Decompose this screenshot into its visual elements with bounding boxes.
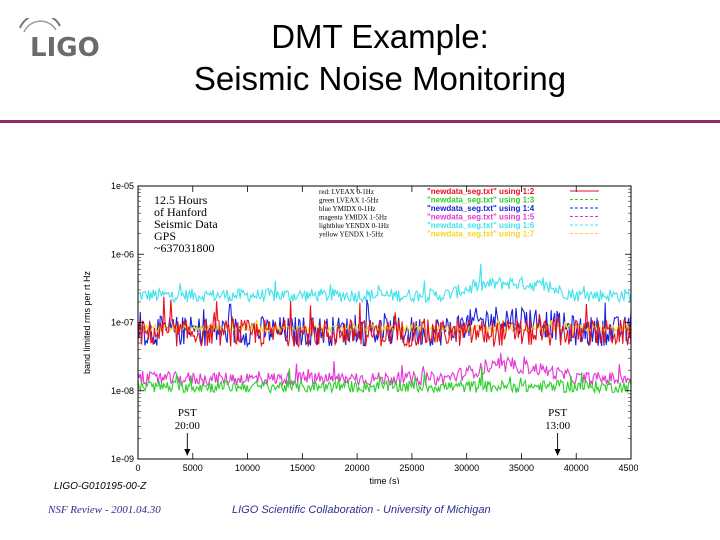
title-divider [0,120,720,123]
x-tick-label: 45000 [618,463,638,473]
marker-arrow-head [184,449,191,456]
legend-entry-command: "newdata_seg.txt" using 1:5 [427,213,535,222]
y-tick-label: 1e-07 [111,318,134,328]
annotation-line: 12.5 Hours [154,193,208,207]
x-tick-label: 10000 [235,463,260,473]
y-tick-label: 1e-09 [111,454,134,464]
series-line-3 [137,352,632,388]
legend-entry-label: yellow YENDX 1-5Hz [319,231,383,239]
annotation-line: Seismic Data [154,217,218,231]
annotation-line: GPS [154,229,176,243]
y-tick-label: 1e-05 [111,181,134,191]
x-tick-label: 25000 [399,463,424,473]
series-layer [137,263,632,395]
x-tick-label: 5000 [183,463,203,473]
marker-label-line2: 20:00 [175,420,201,432]
x-tick-label: 20000 [345,463,370,473]
legend-entry-label: magenta YMIDX 1-5Hz [319,214,387,222]
marker-label-line2: 13:00 [545,420,571,432]
x-tick-label: 15000 [290,463,315,473]
legend-entry-label: lightblue YENDX 0-1Hz [319,222,389,230]
ligo-logo: LIGO [19,18,100,63]
y-axis-title: band limited rms per rt Hz [82,270,92,374]
x-axis: 0 5000 10000 15000 20000 25000 30000 35000 40000… [135,186,638,473]
title-line-2: Seismic Noise Monitoring [193,60,567,97]
marker-label-line1: PST [178,407,197,419]
x-axis-title: time (s) [370,476,400,484]
legend-entry-label: green LVEAX 1-5Hz [319,197,379,205]
series-line-1 [137,366,632,395]
document-id: LIGO-G010195-00-Z [54,481,147,492]
seismic-noise-chart: 0 5000 10000 15000 20000 25000 30000 35000 40000… [82,181,638,484]
legend-entry-label: red: LVEAX 0-1Hz [319,188,374,196]
x-tick-label: 35000 [509,463,534,473]
series-line-0 [137,296,632,349]
x-tick-label: 30000 [454,463,479,473]
slide-title: DMT Example: Seismic Noise Monitoring [150,16,610,100]
footer-center: LIGO Scientific Collaboration - Universi… [232,504,491,516]
x-tick-label: 0 [135,463,140,473]
x-tick-label: 40000 [564,463,589,473]
title-line-1: DMT Example: [271,18,489,55]
legend-entry-command: "newdata_seg.txt" using 1:2 [427,187,535,196]
annotation-line: ~637031800 [154,241,215,255]
y-tick-label: 1e-08 [111,386,134,396]
legend: red: LVEAX 0-1Hz "newdata_seg.txt" using … [319,187,599,239]
marker-arrow-head [554,449,561,456]
footer-left: NSF Review - 2001.04.30 [48,504,161,516]
annotation-line: of Hanford [154,205,207,219]
legend-entry-command: "newdata_seg.txt" using 1:7 [427,230,535,239]
series-line-5 [137,318,632,334]
svg-text:LIGO: LIGO [30,33,100,63]
y-axis: 1e-05 1e-06 1e-07 1e-08 1e-09 [111,181,631,464]
legend-entry-command: "newdata_seg.txt" using 1:6 [427,221,535,230]
legend-entry-command: "newdata_seg.txt" using 1:4 [427,204,535,213]
series-line-4 [137,263,632,304]
legend-entry-label: blue YMIDX 0-1Hz [319,205,376,213]
y-tick-label: 1e-06 [111,249,134,259]
marker-label-line1: PST [548,407,567,419]
legend-entry-command: "newdata_seg.txt" using 1:3 [427,196,535,205]
